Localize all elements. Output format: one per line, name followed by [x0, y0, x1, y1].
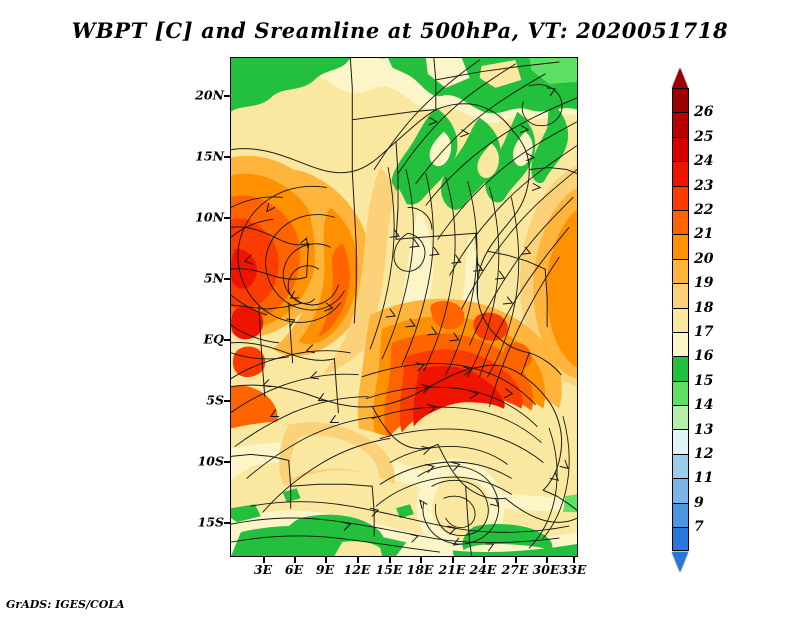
colorbar-tick-label: 13 — [694, 421, 714, 438]
y-tick-label-EQ: EQ — [203, 331, 224, 347]
y-tick-label-10S: 10S — [197, 453, 224, 469]
colorbar-cell — [672, 283, 689, 308]
colorbar-cell — [672, 258, 689, 284]
colorbar-cell — [672, 502, 689, 528]
y-tick-mark — [224, 461, 230, 463]
y-tick-mark — [224, 278, 230, 280]
x-tick-label-30E: 30E — [532, 562, 560, 577]
colorbar-tick-label: 15 — [694, 372, 714, 389]
colorbar-tick-label: 11 — [694, 470, 714, 487]
colorbar-cell — [672, 405, 689, 430]
colorbar-tick-label: 26 — [694, 104, 714, 121]
x-tick-label-24E: 24E — [469, 562, 497, 577]
colorbar-tick-label: 22 — [694, 202, 714, 218]
colorbar-cell — [672, 112, 689, 137]
map-plot-area — [230, 57, 578, 557]
colorbar-arrow-top — [672, 68, 688, 88]
colorbar-cell — [672, 478, 689, 503]
colorbar-cell — [672, 161, 689, 186]
x-tick-label-12E: 12E — [343, 562, 371, 577]
colorbar-cell — [672, 380, 689, 406]
y-tick-mark — [224, 217, 230, 219]
colorbar-tick-label: 16 — [694, 348, 714, 365]
colorbar-tick-label: 14 — [694, 397, 714, 414]
x-tick-mark — [389, 557, 391, 563]
colorbar-tick-label: 9 — [694, 494, 704, 511]
colorbar-cells — [672, 88, 689, 552]
x-tick-mark — [325, 557, 327, 563]
x-tick-label-27E: 27E — [501, 562, 529, 577]
colorbar-tick-label: 7 — [694, 519, 704, 536]
y-tick-label-5S: 5S — [206, 392, 224, 408]
colorbar-cell — [672, 88, 689, 113]
y-tick-label-10N: 10N — [195, 209, 224, 225]
colorbar-cell — [672, 307, 689, 332]
y-tick-mark — [224, 400, 230, 402]
colorbar-tick-label: 24 — [694, 153, 714, 170]
x-tick-label-33E: 33E — [559, 562, 587, 577]
x-tick-label-18E: 18E — [406, 562, 434, 577]
colorbar-tick-label: 23 — [694, 177, 714, 194]
page-title: WBPT [C] and Sreamline at 500hPa, VT: 20… — [71, 18, 729, 43]
x-tick-mark — [420, 557, 422, 563]
x-tick-mark — [515, 557, 517, 563]
contour-field — [231, 58, 577, 556]
colorbar: 26 25 24 23 22 21 20 19 18 17 16 15 14 13 12 11 9 7 — [660, 60, 780, 572]
x-tick-label-9E: 9E — [315, 562, 335, 577]
footer-credit: GrADS: IGES/COLA — [6, 598, 125, 611]
colorbar-cell — [672, 429, 689, 454]
colorbar-cell — [672, 356, 689, 381]
colorbar-tick-label: 17 — [694, 324, 714, 340]
colorbar-cell — [672, 209, 689, 235]
colorbar-tick-label: 21 — [694, 226, 714, 243]
colorbar-cell — [672, 527, 689, 552]
x-tick-mark — [452, 557, 454, 563]
y-tick-mark — [224, 156, 230, 158]
y-tick-label-15N: 15N — [195, 148, 224, 164]
colorbar-tick-label: 19 — [694, 275, 714, 292]
colorbar-cell — [672, 453, 689, 479]
colorbar-cell — [672, 185, 689, 210]
x-tick-label-15E: 15E — [375, 562, 403, 577]
colorbar-tick-label: 18 — [694, 299, 714, 316]
x-axis-labels: 3E 6E 9E 12E 15E 18E 21E 24E 27E 30E 33E — [0, 562, 800, 582]
colorbar-tick-label: 20 — [694, 250, 714, 267]
x-tick-mark — [483, 557, 485, 563]
colorbar-cell — [672, 136, 689, 162]
colorbar-cell — [672, 331, 689, 357]
y-tick-label-5N: 5N — [203, 270, 224, 286]
colorbar-tick-label: 12 — [694, 446, 714, 462]
x-tick-mark — [573, 557, 575, 563]
x-tick-mark — [546, 557, 548, 563]
x-tick-mark — [263, 557, 265, 563]
x-tick-label-3E: 3E — [253, 562, 273, 577]
x-tick-mark — [357, 557, 359, 563]
colorbar-cell — [672, 234, 689, 259]
colorbar-tick-label: 25 — [694, 128, 714, 145]
y-axis-labels: 20N 15N 10N 5N EQ 5S 10S 15S — [180, 57, 224, 557]
x-tick-mark — [294, 557, 296, 563]
y-tick-label-20N: 20N — [195, 87, 224, 103]
y-tick-mark — [224, 522, 230, 524]
y-tick-mark — [224, 339, 230, 341]
colorbar-arrow-bottom — [672, 551, 688, 572]
y-tick-mark — [224, 95, 230, 97]
x-tick-label-6E: 6E — [284, 562, 304, 577]
y-tick-label-15S: 15S — [197, 514, 224, 530]
x-tick-label-21E: 21E — [438, 562, 466, 577]
